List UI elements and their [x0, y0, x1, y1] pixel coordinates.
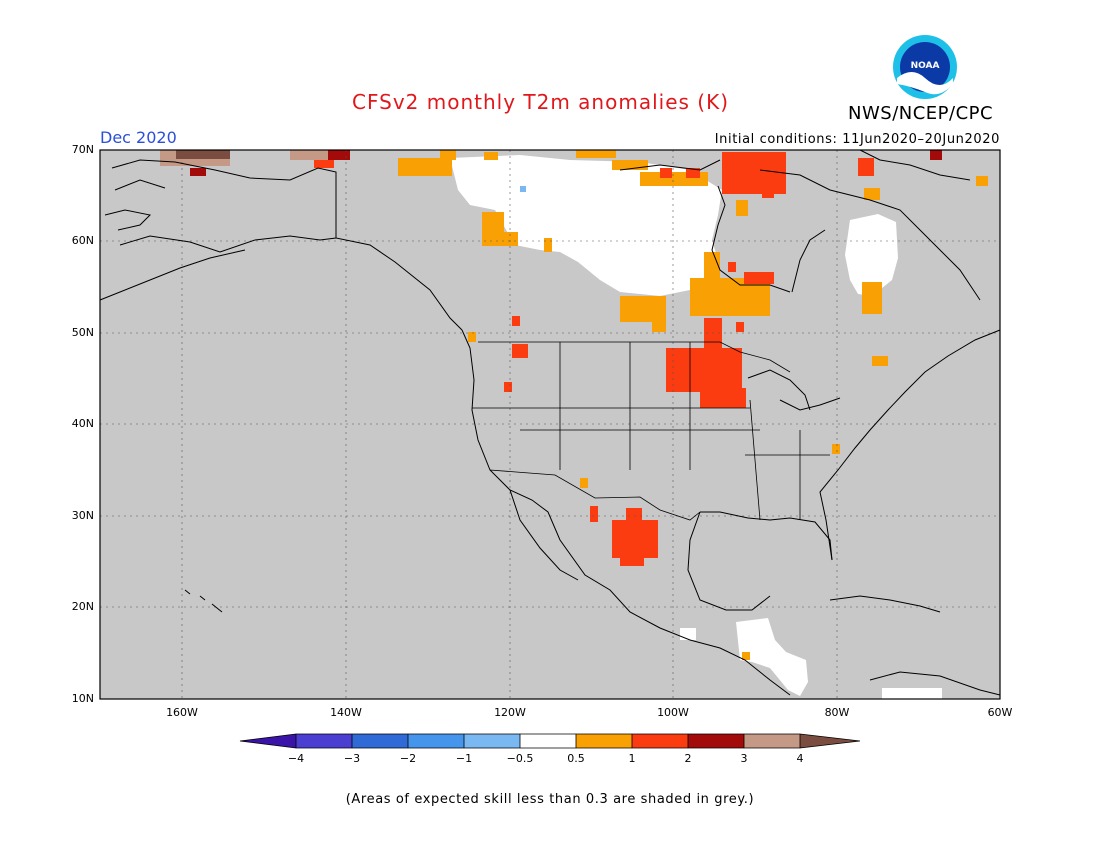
noaa-logo-text: NOAA: [911, 61, 940, 71]
lon-label-80w: 80W: [824, 706, 850, 719]
lat-label-40n: 40N: [71, 417, 94, 430]
forecast-month: Dec 2020: [100, 128, 177, 147]
lon-label-140w: 140W: [330, 706, 362, 719]
colorbar-swatch-4: [464, 734, 520, 748]
colorbar-swatch-6: [576, 734, 632, 748]
colorbar-swatch-9: [744, 734, 800, 748]
lon-label-60w: 60W: [987, 706, 1013, 719]
lat-label-30n: 30N: [71, 509, 94, 522]
anomaly-lightblue-region: [520, 186, 526, 192]
colorbar-label: 0.5: [567, 752, 585, 765]
colorbar-swatch-7: [632, 734, 688, 748]
colorbar-swatch-8: [688, 734, 744, 748]
colorbar-swatch-3: [408, 734, 464, 748]
colorbar-label: 3: [740, 752, 748, 765]
lon-label-120w: 120W: [494, 706, 526, 719]
political-borders: [472, 341, 830, 521]
lon-label-160w: 160W: [166, 706, 198, 719]
colorbar-label: 2: [684, 752, 692, 765]
anomaly-red-region: [314, 152, 874, 566]
colorbar-swatch-2: [352, 734, 408, 748]
colorbar-label: 4: [796, 752, 804, 765]
initial-conditions: Initial conditions: 11Jun2020–20Jun2020: [714, 132, 1000, 147]
anomaly-darkred-region: [190, 150, 942, 176]
colorbar-label: −1: [455, 752, 473, 765]
anomaly-brown-region: [176, 150, 230, 159]
skill-footnote: (Areas of expected skill less than 0.3 a…: [345, 792, 755, 807]
anomaly-white-region: [450, 155, 942, 699]
colorbar: [239, 733, 861, 749]
lat-label-50n: 50N: [71, 326, 94, 339]
lat-label-70n: 70N: [71, 143, 94, 156]
lat-label-20n: 20N: [71, 600, 94, 613]
lon-label-100w: 100W: [657, 706, 689, 719]
colorbar-label: −3: [343, 752, 361, 765]
colorbar-swatch-5: [520, 734, 576, 748]
colorbar-swatch-10: [800, 734, 860, 748]
colorbar-swatch-0: [240, 734, 296, 748]
colorbar-label: −2: [399, 752, 417, 765]
colorbar-label: −0.5: [506, 752, 534, 765]
noaa-logo: NOAA: [893, 35, 957, 99]
colorbar-label: 1: [628, 752, 636, 765]
map-frame: [99, 149, 1001, 700]
lat-label-10n: 10N: [71, 692, 94, 705]
map-title: CFSv2 monthly T2m anomalies (K): [352, 90, 729, 114]
agency-label: NWS/NCEP/CPC: [848, 103, 994, 124]
coastlines: [99, 149, 1001, 696]
colorbar-label: −4: [287, 752, 305, 765]
lat-label-60n: 60N: [71, 234, 94, 247]
colorbar-swatch-1: [296, 734, 352, 748]
